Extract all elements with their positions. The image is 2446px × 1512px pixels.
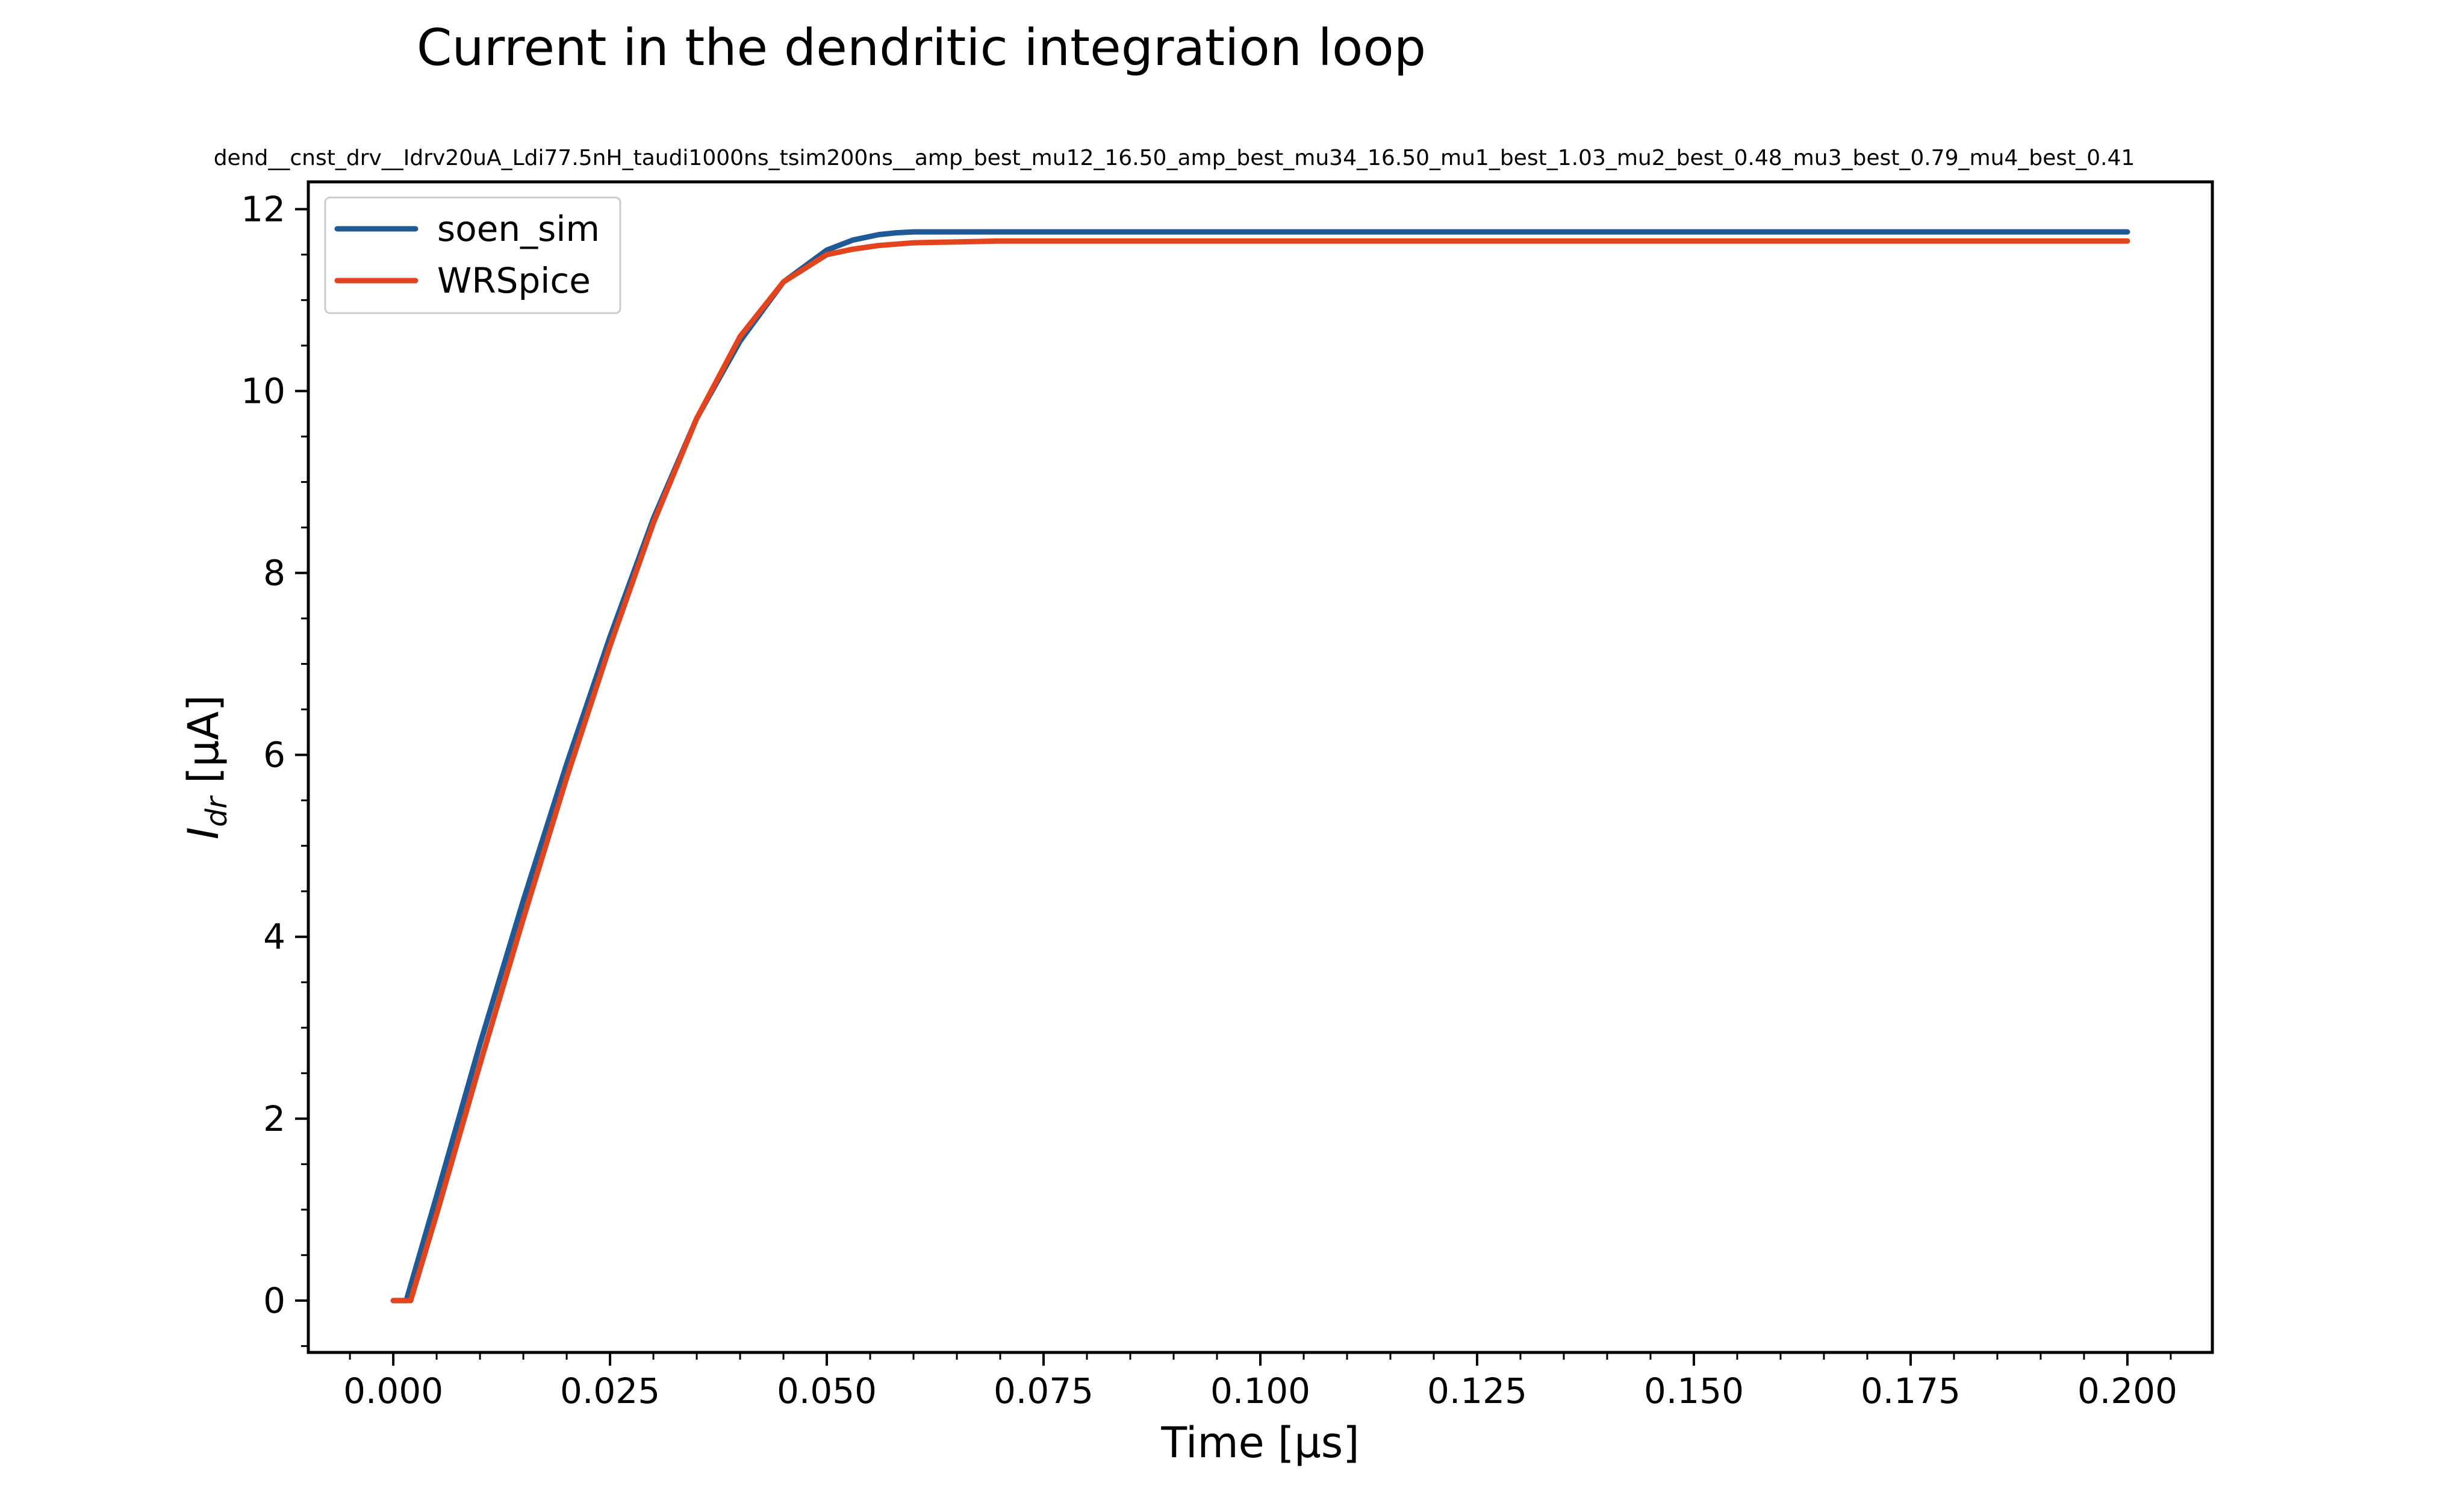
y-tick-label: 8	[263, 553, 285, 594]
chart-title: Current in the dendritic integration loo…	[417, 18, 1426, 77]
y-axis-label-symbol: I	[179, 827, 228, 839]
x-tick-label: 0.175	[1861, 1370, 1961, 1411]
x-tick-label: 0.000	[343, 1370, 443, 1411]
legend-label: WRSpice	[437, 260, 591, 301]
legend-entries: soen_sim WRSpice	[334, 208, 600, 301]
y-tick-label: 10	[241, 370, 285, 411]
y-tick-label: 4	[263, 916, 285, 957]
x-tick-label: 0.050	[777, 1370, 877, 1411]
series-line-wrspice	[390, 238, 2130, 1304]
y-tick-label: 6	[263, 735, 285, 776]
x-axis-label: Time [μs]	[1160, 1418, 1359, 1467]
x-axis-ticks: 0.000 0.025 0.050 0.075 0.100 0.125 0.150 0.175…	[343, 1352, 2177, 1411]
legend: soen_sim WRSpice	[324, 196, 621, 314]
y-axis-label-unit: [μA]	[179, 695, 228, 797]
y-axis-ticks: 0 2 4 6 8 10 12	[241, 188, 308, 1347]
x-tick-label: 0.200	[2077, 1370, 2177, 1411]
x-tick-label: 0.075	[994, 1370, 1094, 1411]
y-tick-label: 12	[241, 188, 285, 229]
y-tick-label: 2	[263, 1098, 285, 1139]
series-layer	[390, 229, 2130, 1304]
x-tick-label: 0.125	[1427, 1370, 1527, 1411]
legend-label: soen_sim	[437, 208, 600, 249]
chart-subtitle: dend__cnst_drv__Idrv20uA_Ldi77.5nH_taudi…	[214, 146, 2135, 170]
y-tick-label: 0	[263, 1280, 285, 1321]
x-tick-label: 0.025	[560, 1370, 660, 1411]
y-axis-label: Idr [μA]	[179, 695, 234, 839]
x-tick-label: 0.150	[1644, 1370, 1744, 1411]
x-tick-label: 0.100	[1210, 1370, 1310, 1411]
y-axis-label-subscript: dr	[200, 795, 234, 827]
